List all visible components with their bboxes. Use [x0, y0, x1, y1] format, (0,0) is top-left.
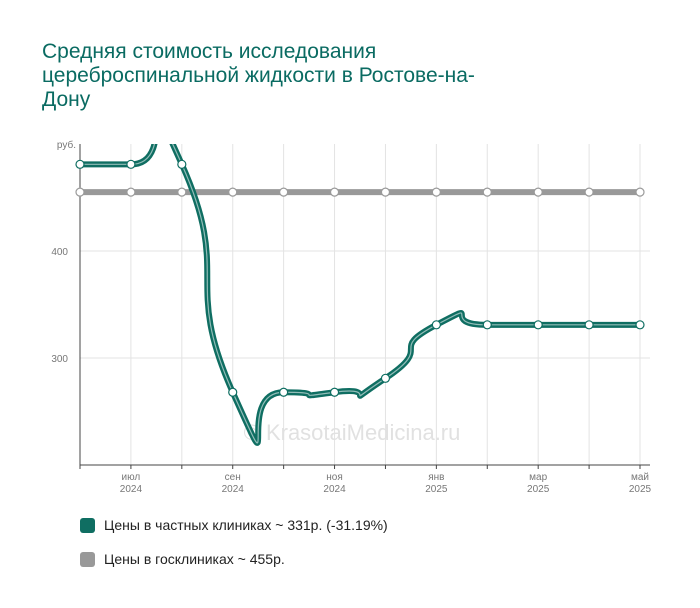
data-point[interactable]	[584, 320, 594, 330]
x-tick-label-year: 2024	[323, 484, 346, 495]
data-point[interactable]	[177, 187, 187, 197]
data-point[interactable]	[329, 187, 340, 197]
legend-swatch	[80, 517, 95, 533]
chart-title: Средняя стоимость исследования церебросп…	[42, 40, 475, 111]
data-point[interactable]	[482, 320, 492, 330]
x-tick-label-year: 2024	[222, 484, 245, 495]
data-point[interactable]	[482, 187, 492, 197]
x-tick-label-month: ноя	[326, 472, 343, 483]
series-line-highlight	[80, 144, 640, 444]
data-point[interactable]	[635, 320, 645, 330]
legend-label: Цены в частных клиниках ~ 331р. (-31.19%…	[104, 517, 388, 533]
x-tick-label-month: май	[631, 472, 649, 483]
data-point[interactable]	[228, 187, 238, 197]
data-point[interactable]	[431, 187, 441, 197]
data-point[interactable]	[228, 387, 238, 397]
data-point[interactable]	[126, 187, 136, 197]
legend-label: Цены в госклиниках ~ 455р.	[104, 551, 285, 567]
data-point[interactable]	[533, 187, 543, 197]
x-tick-label-year: 2025	[527, 484, 550, 495]
data-point[interactable]	[635, 187, 645, 197]
x-tick-label-year: 2024	[120, 484, 143, 495]
data-point[interactable]	[380, 373, 391, 383]
y-tick-label: 300	[51, 354, 68, 365]
x-tick-label-month: мар	[529, 472, 547, 483]
legend-swatch	[80, 551, 95, 567]
legend-item[interactable]: Цены в частных клиниках ~ 331р. (-31.19%…	[80, 516, 388, 534]
x-tick-label-year: 2025	[629, 484, 652, 495]
data-point[interactable]	[177, 159, 187, 169]
watermark: © KrasotaiMedicina.ru	[244, 420, 461, 445]
x-tick-label-month: янв	[428, 472, 444, 483]
data-point[interactable]	[279, 187, 289, 197]
data-point[interactable]	[279, 387, 289, 397]
data-point[interactable]	[380, 187, 391, 197]
legend-item[interactable]: Цены в госклиниках ~ 455р.	[80, 550, 388, 568]
y-tick-label: 400	[51, 247, 68, 258]
x-tick-label-month: июл	[122, 472, 141, 483]
data-point[interactable]	[126, 159, 136, 169]
data-point[interactable]	[329, 387, 340, 397]
data-point[interactable]	[75, 159, 85, 169]
data-point[interactable]	[75, 187, 85, 197]
data-point[interactable]	[584, 187, 594, 197]
y-axis-unit-label: руб.	[57, 139, 76, 151]
x-tick-label-year: 2025	[425, 484, 448, 495]
data-point[interactable]	[431, 320, 441, 330]
legend: Цены в частных клиниках ~ 331р. (-31.19%…	[80, 516, 388, 584]
x-tick-label-month: сен	[225, 472, 241, 483]
data-point[interactable]	[533, 320, 543, 330]
